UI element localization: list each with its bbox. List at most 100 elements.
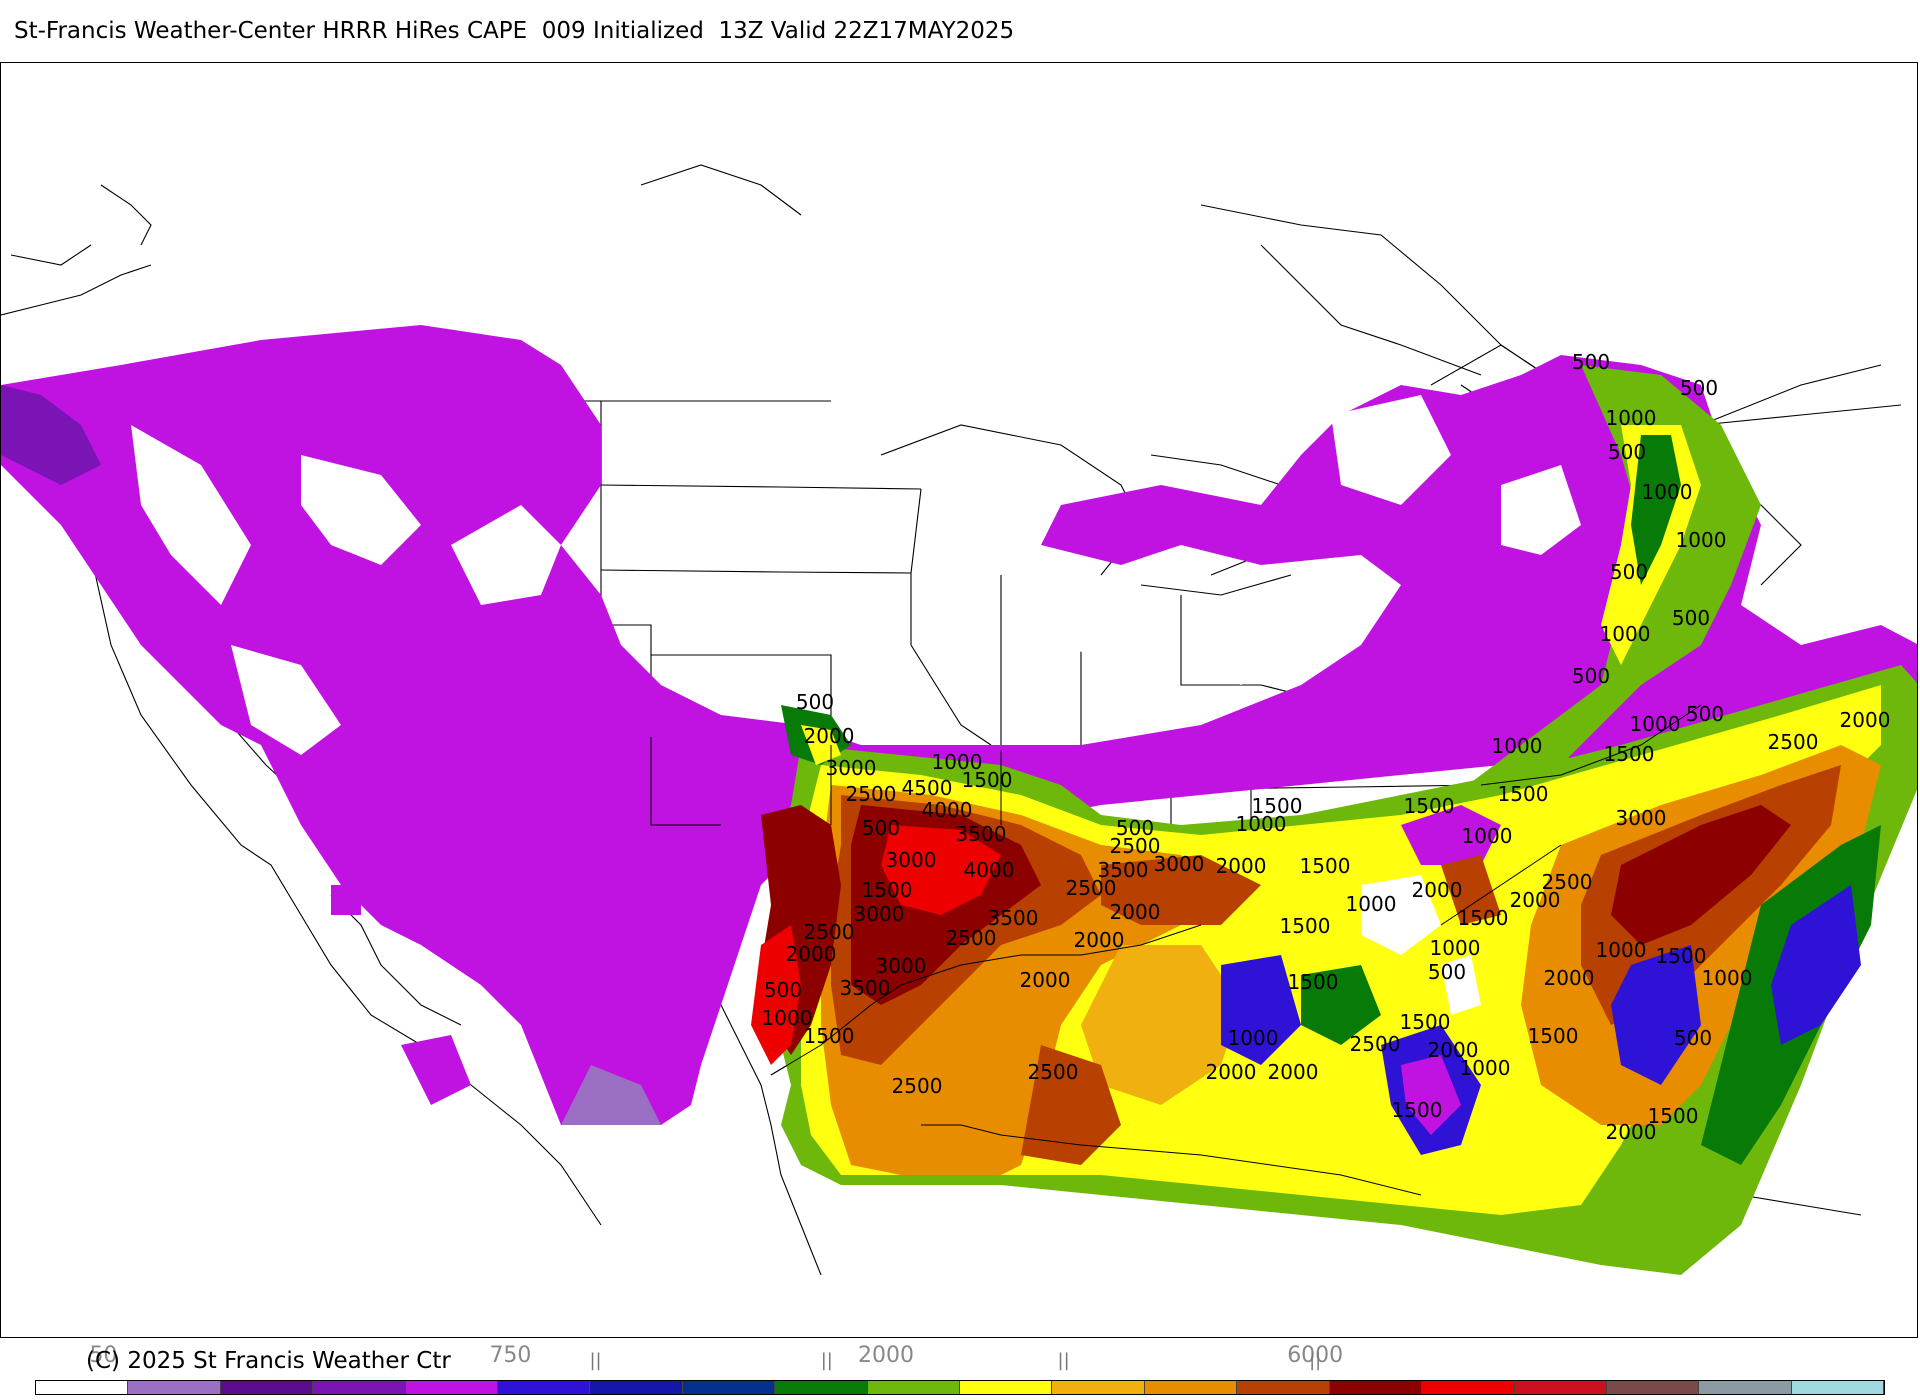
contour-label: 1500 bbox=[1656, 944, 1707, 968]
contour-label: 1500 bbox=[1648, 1104, 1699, 1128]
contour-label: 500 bbox=[1428, 960, 1466, 984]
colorbar-swatch bbox=[867, 1381, 961, 1394]
contour-label: 3000 bbox=[886, 848, 937, 872]
colorbar-swatch bbox=[128, 1381, 221, 1394]
contour-label: 2500 bbox=[1768, 730, 1819, 754]
contour-label: 3500 bbox=[840, 976, 891, 1000]
contour-label: 500 bbox=[764, 978, 802, 1002]
colorbar-swatch bbox=[1791, 1381, 1885, 1394]
contour-label: 2000 bbox=[1206, 1060, 1257, 1084]
contour-label: 3500 bbox=[988, 906, 1039, 930]
contour-label: 2500 bbox=[1066, 876, 1117, 900]
cape-map: 5005001000500100010005005001000500500200… bbox=[1, 164, 1917, 1276]
colorbar-swatch bbox=[1514, 1381, 1607, 1394]
contour-label: 2000 bbox=[1216, 854, 1267, 878]
colorbar-swatch bbox=[1606, 1381, 1700, 1394]
contour-label: 500 bbox=[1572, 350, 1610, 374]
copyright-text: (C) 2025 St Francis Weather Ctr bbox=[86, 1348, 451, 1374]
contour-label: 3000 bbox=[1154, 852, 1205, 876]
contour-label: 3000 bbox=[876, 954, 927, 978]
contour-label: 2000 bbox=[1020, 968, 1071, 992]
contour-label: 4000 bbox=[964, 858, 1015, 882]
contour-label: 1500 bbox=[1528, 1024, 1579, 1048]
contour-label: 500 bbox=[1572, 664, 1610, 688]
colorbar-swatch bbox=[960, 1381, 1053, 1394]
contour-label: 2500 bbox=[1028, 1060, 1079, 1084]
contour-label: 1000 bbox=[1492, 734, 1543, 758]
contour-label: 1000 bbox=[1462, 824, 1513, 848]
colorbar-tick-label: 50 bbox=[89, 1343, 118, 1368]
contour-label: 1500 bbox=[804, 1024, 855, 1048]
contour-label: 1500 bbox=[1288, 970, 1339, 994]
colorbar-swatch bbox=[1237, 1381, 1330, 1394]
contour-label: 500 bbox=[1672, 606, 1710, 630]
contour-label: 1000 bbox=[1600, 622, 1651, 646]
contour-label: 2000 bbox=[786, 942, 837, 966]
contour-label: 2000 bbox=[1074, 928, 1125, 952]
colorbar-swatch bbox=[1699, 1381, 1792, 1394]
contour-label: 1000 bbox=[1346, 892, 1397, 916]
contour-label: 1000 bbox=[1676, 528, 1727, 552]
contour-label: 1500 bbox=[1392, 1098, 1443, 1122]
contour-label: 3000 bbox=[1616, 806, 1667, 830]
contour-label: 3500 bbox=[1098, 858, 1149, 882]
colorbar-swatch bbox=[1329, 1381, 1423, 1394]
contour-label: 500 bbox=[1674, 1026, 1712, 1050]
contour-label: 2000 bbox=[1268, 1060, 1319, 1084]
colorbar-tick-mark: || bbox=[589, 1350, 602, 1371]
contour-label: 4500 bbox=[902, 776, 953, 800]
colorbar-swatch bbox=[36, 1381, 129, 1394]
contour-label: 2500 bbox=[946, 926, 997, 950]
contour-label: 500 bbox=[1116, 816, 1154, 840]
contour-label: 500 bbox=[796, 690, 834, 714]
contour-label: 2500 bbox=[1350, 1032, 1401, 1056]
contour-label: 1500 bbox=[862, 878, 913, 902]
contour-label: 4000 bbox=[922, 798, 973, 822]
contour-label: 1500 bbox=[1498, 782, 1549, 806]
colorbar bbox=[35, 1380, 1885, 1395]
contour-label: 500 bbox=[1608, 440, 1646, 464]
contour-label: 1500 bbox=[1604, 742, 1655, 766]
colorbar-swatch bbox=[1422, 1381, 1515, 1394]
colorbar-swatch bbox=[682, 1381, 776, 1394]
map-title: St-Francis Weather-Center HRRR HiRes CAP… bbox=[14, 18, 1015, 44]
contour-label: 1500 bbox=[962, 768, 1013, 792]
contour-label: 1000 bbox=[1596, 938, 1647, 962]
colorbar-tick-mark: || bbox=[1057, 1350, 1070, 1371]
contour-label: 1500 bbox=[1458, 906, 1509, 930]
contour-label: 1000 bbox=[1460, 1056, 1511, 1080]
contour-label: 2000 bbox=[1412, 878, 1463, 902]
contour-label: 500 bbox=[1686, 702, 1724, 726]
contour-label: 500 bbox=[862, 816, 900, 840]
contour-label: 2000 bbox=[1840, 708, 1891, 732]
contour-label: 1000 bbox=[1430, 936, 1481, 960]
colorbar-swatch bbox=[498, 1381, 591, 1394]
contour-label: 1500 bbox=[1280, 914, 1331, 938]
contour-label: 1500 bbox=[1300, 854, 1351, 878]
contour-labels: 5005001000500100010005005001000500500200… bbox=[762, 350, 1891, 1144]
colorbar-swatch bbox=[220, 1381, 314, 1394]
contour-label: 2000 bbox=[1510, 888, 1561, 912]
contour-label: 2500 bbox=[846, 782, 897, 806]
map-frame: 500 500 1000 500 1000 1000 500 500 1000 500 500 200… bbox=[0, 62, 1918, 1338]
colorbar-swatch bbox=[1144, 1381, 1238, 1394]
contour-label: 3500 bbox=[956, 822, 1007, 846]
contour-label: 2500 bbox=[1110, 834, 1161, 858]
contour-label: 1000 bbox=[1236, 812, 1287, 836]
contour-label: 3000 bbox=[854, 902, 905, 926]
contour-label: 3000 bbox=[826, 756, 877, 780]
contour-label: 1500 bbox=[1252, 794, 1303, 818]
colorbar-swatch bbox=[775, 1381, 868, 1394]
contour-label: 1500 bbox=[1400, 1010, 1451, 1034]
contour-label: 2000 bbox=[1110, 900, 1161, 924]
contour-label: 2500 bbox=[892, 1074, 943, 1098]
contour-label: 500 bbox=[1680, 376, 1718, 400]
contour-label: 1000 bbox=[1228, 1026, 1279, 1050]
colorbar-swatch bbox=[1052, 1381, 1145, 1394]
contour-label: 2000 bbox=[1606, 1120, 1657, 1144]
cape-fill-layer bbox=[1, 325, 1917, 1275]
contour-label: 2000 bbox=[1428, 1038, 1479, 1062]
colorbar-swatch bbox=[405, 1381, 499, 1394]
colorbar-tick-mark: || bbox=[1309, 1350, 1322, 1371]
contour-label: 500 bbox=[1610, 560, 1648, 584]
